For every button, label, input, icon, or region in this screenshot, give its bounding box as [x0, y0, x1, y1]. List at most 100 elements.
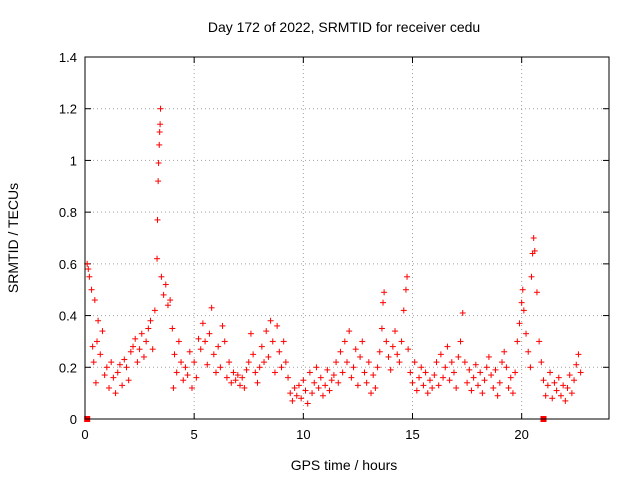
data-point	[544, 382, 551, 389]
data-point	[523, 330, 530, 337]
data-point	[119, 382, 126, 389]
data-point	[459, 309, 466, 316]
data-point	[243, 366, 250, 373]
data-point	[127, 348, 134, 355]
data-point	[392, 328, 399, 335]
data-point	[155, 160, 162, 167]
data-point	[341, 338, 348, 345]
data-point	[85, 266, 92, 273]
data-point	[394, 351, 401, 358]
data-point	[155, 178, 162, 185]
data-point	[499, 359, 506, 366]
data-point	[326, 387, 333, 394]
axis-ticks: 0 0.2 0.4 0.6 0.8 1 1.2 1.4 0 5 10 15 20	[59, 50, 609, 442]
data-point	[197, 346, 204, 353]
data-point	[319, 392, 326, 399]
plot-frame	[84, 56, 610, 420]
data-point	[280, 338, 287, 345]
data-point	[324, 366, 331, 373]
data-point	[247, 330, 254, 337]
y-tick-label: 0.4	[59, 309, 77, 324]
data-point	[472, 361, 479, 368]
data-point	[134, 359, 141, 366]
data-point	[195, 335, 202, 342]
data-point	[199, 320, 206, 327]
data-point	[154, 255, 161, 262]
data-point	[157, 121, 164, 128]
data-point	[101, 372, 108, 379]
data-point	[424, 390, 431, 397]
data-point	[457, 338, 464, 345]
data-point	[396, 359, 403, 366]
data-point	[519, 286, 526, 293]
x-tick-label: 20	[514, 427, 528, 442]
data-point	[88, 286, 95, 293]
data-point	[444, 343, 451, 350]
data-point	[112, 390, 119, 397]
data-point	[516, 320, 523, 327]
data-point	[440, 374, 447, 381]
data-point	[531, 247, 538, 254]
data-point	[509, 390, 516, 397]
data-point	[108, 359, 115, 366]
data-point	[250, 351, 257, 358]
data-point	[132, 335, 139, 342]
x-tick-label: 0	[81, 427, 88, 442]
data-point	[304, 400, 311, 407]
data-point	[376, 348, 383, 355]
data-point	[97, 351, 104, 358]
data-point	[293, 392, 300, 399]
data-point	[418, 364, 425, 371]
data-point	[232, 377, 239, 384]
chart-title: Day 172 of 2022, SRMTID for receiver ced…	[208, 19, 480, 35]
data-point	[387, 366, 394, 373]
data-point	[344, 359, 350, 366]
x-tick-label: 5	[191, 427, 198, 442]
data-point	[530, 235, 537, 241]
data-point	[276, 348, 283, 355]
data-point	[339, 369, 346, 376]
data-point	[407, 369, 414, 376]
data-point	[514, 338, 521, 345]
data-point	[555, 374, 562, 381]
data-point	[575, 351, 582, 358]
data-point	[333, 359, 340, 366]
data-point	[448, 359, 455, 366]
data-point	[503, 364, 510, 371]
data-point	[219, 322, 226, 329]
data-point	[542, 392, 549, 399]
data-point	[485, 353, 492, 360]
data-point	[372, 384, 379, 391]
data-point	[287, 390, 294, 397]
data-point	[285, 374, 292, 381]
data-point	[145, 325, 152, 332]
data-point	[464, 379, 471, 386]
data-point	[258, 343, 265, 350]
data-point	[252, 369, 259, 376]
data-point	[241, 384, 248, 391]
data-point	[237, 382, 244, 389]
data-point	[245, 359, 252, 366]
data-point	[170, 384, 177, 391]
data-point	[573, 361, 580, 368]
data-point	[138, 330, 145, 337]
data-point	[186, 348, 193, 355]
data-point	[230, 369, 237, 376]
data-point	[429, 384, 436, 391]
data-point	[455, 353, 462, 360]
data-point	[143, 338, 150, 345]
data-point	[501, 348, 508, 355]
data-point	[446, 377, 453, 384]
data-point	[271, 369, 278, 376]
data-point	[378, 325, 385, 332]
data-point	[311, 379, 318, 386]
data-point	[313, 364, 320, 371]
data-point	[193, 374, 200, 381]
data-point	[385, 353, 392, 360]
data-point	[361, 369, 368, 376]
data-point	[123, 364, 130, 371]
data-point	[566, 372, 573, 379]
data-point	[263, 328, 270, 335]
data-point	[560, 382, 567, 389]
data-point	[461, 359, 468, 366]
